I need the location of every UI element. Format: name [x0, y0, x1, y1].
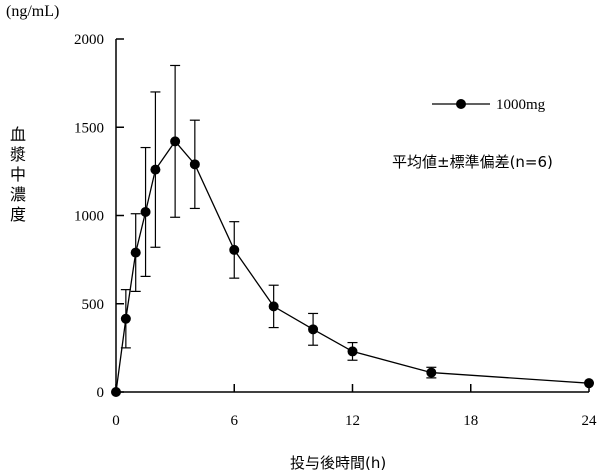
data-point [308, 324, 319, 335]
stat-note: 平均値±標準偏差(n=6) [392, 153, 553, 171]
data-point [150, 164, 161, 175]
legend: 1000mg [432, 97, 546, 113]
data-point [170, 136, 181, 147]
x-tick-label: 18 [463, 413, 478, 429]
data-point [189, 159, 200, 170]
data-point [229, 244, 240, 255]
legend-label: 1000mg [496, 97, 546, 113]
x-axis-label: 投与後時間(h) [290, 454, 386, 472]
legend-marker [456, 99, 466, 109]
y-axis-label-char: 濃 [10, 185, 26, 204]
data-point [268, 301, 279, 312]
x-tick-label: 0 [112, 413, 120, 429]
y-ticks: 0 500 1000 1500 2000 [74, 32, 124, 401]
y-unit-label: (ng/mL) [6, 3, 59, 20]
x-tick-label: 12 [345, 413, 360, 429]
x-tick-label: 24 [582, 413, 598, 429]
data-point [130, 247, 141, 258]
error-bars [120, 64, 437, 379]
data-point [120, 313, 131, 324]
y-axis-label-char: 度 [10, 205, 26, 224]
y-tick-label: 1500 [74, 120, 104, 136]
y-axis-label-char: 血 [10, 125, 26, 144]
data-point [426, 367, 437, 378]
y-axis-label: 血 漿 中 濃 度 [10, 125, 26, 224]
x-tick-label: 6 [231, 413, 239, 429]
y-tick-label: 1000 [74, 209, 104, 225]
y-tick-label: 0 [97, 385, 105, 401]
y-tick-label: 2000 [74, 32, 104, 48]
data-point [347, 346, 358, 357]
data-point [140, 206, 151, 217]
data-point [584, 378, 594, 389]
y-axis-label-char: 漿 [10, 145, 26, 164]
plot-area: 0 500 1000 1500 2000 0 6 12 18 24 [74, 32, 597, 429]
y-axis-label-char: 中 [10, 165, 26, 184]
data-point [111, 387, 121, 397]
x-ticks: 0 6 12 18 24 [112, 384, 597, 429]
data-points [111, 136, 594, 397]
y-tick-label: 500 [82, 297, 105, 313]
